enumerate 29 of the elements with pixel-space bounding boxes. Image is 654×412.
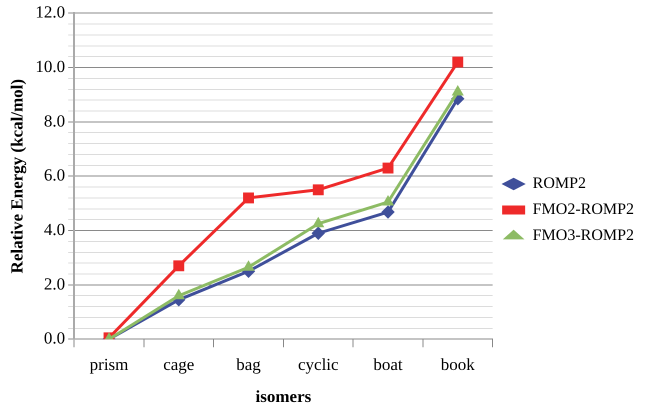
y-tick-label: 12.0 bbox=[35, 2, 66, 22]
x-tick-label: bag bbox=[236, 354, 262, 374]
point bbox=[243, 192, 254, 204]
x-tick-label: cyclic bbox=[298, 354, 340, 374]
point bbox=[312, 226, 325, 240]
y-tick-label: 8.0 bbox=[44, 111, 66, 130]
legend-label: FMO2-ROMP2 bbox=[532, 201, 634, 218]
point bbox=[312, 217, 324, 228]
y-tick-label: 0.0 bbox=[44, 328, 66, 348]
x-tick-label: boat bbox=[373, 354, 403, 374]
y-tick-label: 6.0 bbox=[44, 166, 66, 185]
point bbox=[312, 184, 324, 196]
x-axis-title: isomers bbox=[256, 387, 312, 406]
legend-label: FMO3-ROMP2 bbox=[532, 227, 634, 244]
x-tick-label: prism bbox=[90, 354, 128, 374]
point bbox=[382, 162, 394, 174]
y-tick-label: 2.0 bbox=[44, 274, 66, 294]
x-tick-label: cage bbox=[163, 354, 194, 374]
point bbox=[382, 206, 395, 219]
point bbox=[173, 260, 184, 272]
y-tick-label: 10.0 bbox=[35, 57, 66, 76]
point bbox=[173, 289, 184, 300]
point bbox=[452, 56, 464, 68]
legend-label: ROMP2 bbox=[532, 175, 586, 192]
y-axis-title: Relative Energy (kcal/mol) bbox=[8, 78, 27, 274]
point bbox=[382, 196, 394, 206]
x-tick-label: book bbox=[440, 354, 476, 374]
point bbox=[242, 260, 254, 271]
y-tick-label: 4.0 bbox=[44, 220, 66, 239]
